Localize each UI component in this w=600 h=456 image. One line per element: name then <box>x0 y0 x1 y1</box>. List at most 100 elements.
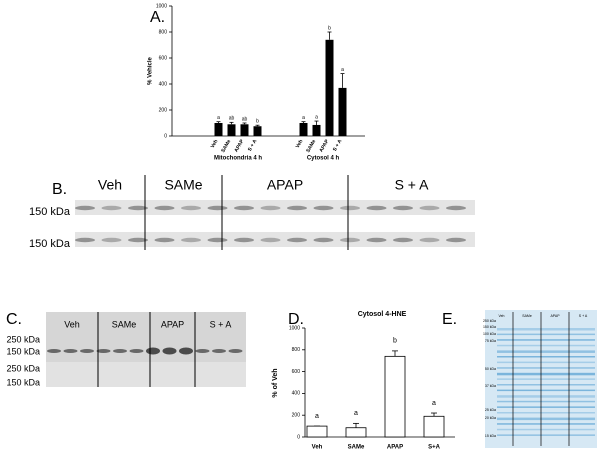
band <box>366 237 387 243</box>
bar <box>306 425 328 438</box>
marker-label: 25 kDa <box>485 408 496 412</box>
band <box>393 205 413 211</box>
marker-label: 50 kDa <box>485 367 496 371</box>
lane-label: S + A <box>210 319 232 329</box>
bar <box>253 126 262 136</box>
bar <box>325 39 334 136</box>
band <box>129 349 144 353</box>
significance-letter: a <box>432 400 436 407</box>
significance-letter: ab <box>242 116 248 122</box>
band <box>228 349 243 353</box>
y-axis-label: % of Veh <box>272 368 279 397</box>
x-tick-label: S+A <box>428 445 441 451</box>
gel-band <box>497 333 595 336</box>
bar <box>384 355 406 438</box>
band <box>96 349 111 353</box>
lane-label: APAP <box>267 177 303 193</box>
significance-letter: a <box>315 114 318 120</box>
band <box>47 349 61 353</box>
marker-label: 75 kDa <box>485 339 496 343</box>
band <box>181 237 201 243</box>
y-tick-label: 400 <box>159 81 168 87</box>
y-tick-label: 0 <box>297 434 300 440</box>
band <box>75 237 95 243</box>
band <box>207 237 228 243</box>
band <box>446 237 466 243</box>
band <box>340 237 360 243</box>
band <box>212 349 226 353</box>
marker-label: 150 kDa <box>483 325 496 329</box>
blot-strip <box>46 312 246 362</box>
marker-label: 37 kDa <box>485 384 496 388</box>
lane-label: Veh <box>64 319 80 329</box>
x-tick-label: Veh <box>295 139 305 150</box>
gel-band <box>497 356 595 358</box>
gel-band <box>497 417 595 421</box>
x-tick-label: Veh <box>210 139 220 150</box>
gel-band <box>497 367 595 369</box>
x-tick-label: S + A <box>247 138 259 152</box>
y-tick-label: 200 <box>292 413 301 419</box>
bar <box>312 124 321 136</box>
x-tick-label: Veh <box>312 445 323 451</box>
panel-label: C. <box>6 311 22 328</box>
gel-band <box>497 428 595 431</box>
band <box>287 237 307 243</box>
panel-label: D. <box>288 311 304 328</box>
bar <box>423 415 445 438</box>
band <box>101 205 122 211</box>
marker-label: 250 kDa <box>483 319 496 323</box>
band <box>128 237 148 243</box>
marker-label: 250 kDa <box>6 363 40 373</box>
significance-letter: a <box>217 115 220 121</box>
band <box>393 237 413 243</box>
gel-band <box>497 434 595 436</box>
gel-band <box>497 350 595 353</box>
marker-label: 150 kDa <box>29 238 71 250</box>
lane-label: Veh <box>98 177 122 193</box>
gel-band <box>497 378 595 380</box>
marker-label: 250 kDa <box>6 334 40 344</box>
lane-label: Veh <box>498 314 504 318</box>
significance-letter: b <box>256 119 259 125</box>
x-tick-label: SAMe <box>348 445 365 451</box>
y-tick-label: 1000 <box>289 325 300 331</box>
lane-label: SAMe <box>164 177 202 193</box>
lane-label: SAMe <box>112 319 137 329</box>
significance-letter: b <box>393 338 397 345</box>
panel-label: E. <box>442 311 457 328</box>
significance-letter: b <box>328 25 331 31</box>
band <box>146 347 160 355</box>
bar <box>345 427 367 438</box>
y-tick-label: 200 <box>159 107 168 113</box>
bar <box>299 123 308 136</box>
band <box>101 237 122 243</box>
band <box>179 347 193 355</box>
bar <box>227 124 236 136</box>
gel-band <box>497 400 595 403</box>
gel-band <box>497 384 595 386</box>
band <box>234 205 254 211</box>
band <box>162 347 177 355</box>
lane-label: S + A <box>395 177 430 193</box>
group-label: Cytosol 4 h <box>307 156 340 162</box>
bar <box>240 124 249 136</box>
x-tick-label: S + A <box>332 138 344 152</box>
marker-label: 150 kDa <box>29 206 71 218</box>
group-label: Mitochondria 4 h <box>214 156 262 162</box>
band <box>313 205 334 211</box>
marker-label: 100 kDa <box>483 332 496 336</box>
band <box>154 237 175 243</box>
significance-letter: ab <box>229 116 235 122</box>
band <box>260 205 281 211</box>
gel-band <box>497 361 595 364</box>
band <box>154 205 175 211</box>
y-tick-label: 400 <box>292 391 301 397</box>
significance-letter: a <box>302 115 305 121</box>
gel-band <box>497 328 595 331</box>
y-tick-label: 800 <box>159 29 168 35</box>
band <box>366 205 387 211</box>
y-tick-label: 600 <box>159 55 168 61</box>
gel-band <box>497 395 595 398</box>
significance-letter: a <box>341 67 344 73</box>
